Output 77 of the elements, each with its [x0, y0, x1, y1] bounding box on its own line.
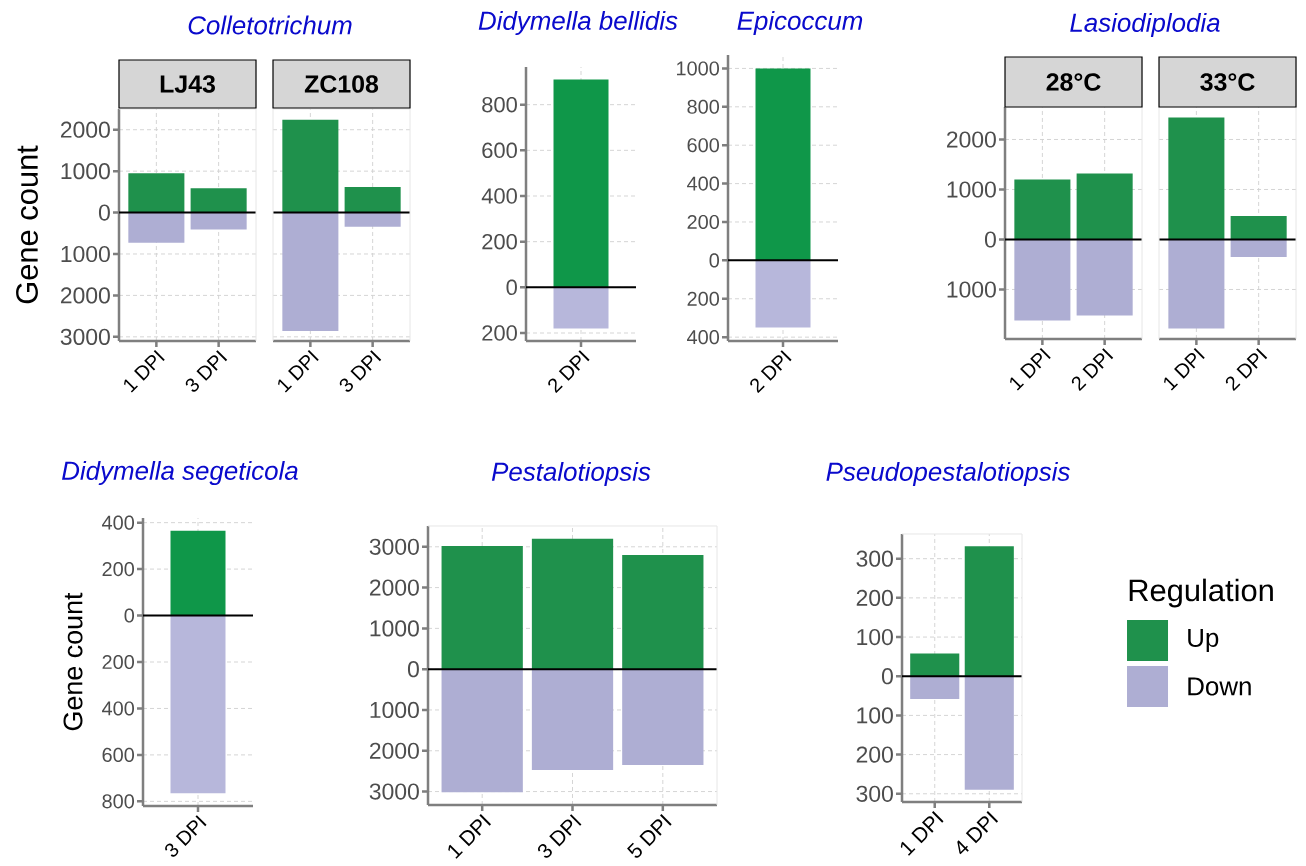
y-tick-label: 200: [687, 214, 720, 230]
x-tick-label: 3 DPI: [165, 815, 207, 857]
y-tick-label: 0: [881, 668, 893, 685]
y-tick-label: 800: [687, 99, 720, 114]
y-tick-label: 1000: [61, 163, 110, 180]
y-tick-label: 2000: [946, 131, 996, 148]
y-tick-label: 100: [857, 707, 893, 724]
x-tick-label: 1 DPI: [900, 811, 944, 856]
y-tick-label: 0: [124, 608, 135, 623]
x-tick-label: 3 DPI: [339, 350, 382, 392]
y-tick-label: 300: [856, 785, 893, 802]
y-tick-label: 2000: [60, 287, 110, 304]
y-tick-label: 0: [984, 231, 996, 248]
y-tick-label: 200: [856, 746, 893, 763]
chart-title: Didymella bellidis: [478, 10, 678, 36]
chart-subtitle: 28°C: [1046, 73, 1101, 91]
y-axis-title: Gene count: [16, 145, 38, 304]
y-tick-label: 200: [856, 589, 893, 606]
y-tick-label: 800: [102, 794, 135, 809]
y-tick-label: 200: [687, 291, 720, 306]
y-tick-label: 1000: [370, 701, 419, 719]
y-tick-label: 2000: [369, 742, 419, 759]
y-tick-label: 200: [102, 562, 135, 577]
y-tick-label: 1000: [61, 245, 110, 263]
y-tick-label: 600: [482, 142, 517, 159]
x-tick-label: 1 DPI: [448, 814, 491, 859]
y-tick-label: 3000: [369, 538, 419, 555]
x-tick-label: 1 DPI: [278, 350, 319, 393]
y-tick-label: 1000: [947, 181, 996, 198]
chart-title: Colletotrichum: [188, 15, 352, 35]
y-tick-label: 1000: [947, 281, 996, 298]
chart-subtitle: LJ43: [160, 75, 215, 93]
chart-title: Didymella segeticola: [62, 460, 298, 486]
y-tick-label: 400: [102, 701, 135, 716]
y-tick-label: 300: [856, 550, 893, 567]
x-tick-label: 5 DPI: [627, 814, 672, 858]
y-tick-label: 3000: [60, 328, 110, 345]
y-tick-label: 600: [687, 138, 720, 153]
chart-title: Pestalotiopsis: [491, 461, 651, 487]
x-tick-label: 2 DPI: [1225, 348, 1268, 392]
y-tick-label: 0: [407, 661, 419, 678]
x-tick-label: 2 DPI: [1071, 348, 1114, 392]
y-tick-label: 100: [857, 628, 893, 646]
y-tick-label: 400: [481, 188, 517, 204]
x-tick-label: 1 DPI: [1010, 348, 1051, 391]
y-tick-label: 2000: [369, 579, 419, 596]
y-tick-label: 2000: [60, 121, 110, 138]
y-axis-title: Gene count: [63, 592, 83, 731]
x-tick-label: 4 DPI: [957, 811, 999, 855]
x-tick-label: 2 DPI: [548, 350, 590, 394]
y-tick-label: 400: [102, 515, 135, 530]
y-tick-label: 0: [709, 253, 720, 268]
legend-label: Down: [1188, 677, 1251, 696]
y-tick-label: 200: [482, 325, 517, 341]
legend-label: Up: [1188, 628, 1219, 653]
y-tick-label: 600: [102, 747, 135, 762]
chart-subtitle: 33°C: [1200, 73, 1255, 91]
x-tick-label: 3 DPI: [185, 350, 228, 392]
y-tick-label: 400: [687, 330, 720, 345]
y-tick-label: 0: [506, 279, 517, 296]
legend-title: Regulation: [1129, 578, 1273, 608]
y-tick-label: 800: [482, 96, 517, 113]
y-tick-label: 1000: [370, 620, 419, 637]
chart-title: Epicoccum: [737, 10, 863, 36]
y-tick-label: 400: [687, 176, 720, 191]
chart-subtitle: ZC108: [304, 75, 379, 93]
x-tick-label: 3 DPI: [537, 814, 582, 858]
x-tick-label: 2 DPI: [750, 350, 792, 394]
y-tick-label: 200: [102, 654, 135, 670]
y-tick-label: 3000: [369, 783, 419, 800]
chart-title: Pseudopestalotiopsis: [826, 461, 1070, 487]
x-tick-label: 1 DPI: [124, 350, 165, 393]
y-tick-label: 0: [98, 204, 110, 221]
y-tick-label: 200: [482, 233, 517, 250]
y-tick-label: 1000: [677, 61, 720, 76]
x-tick-label: 1 DPI: [1164, 348, 1205, 391]
chart-title: Lasiodiplodia: [1070, 12, 1220, 38]
